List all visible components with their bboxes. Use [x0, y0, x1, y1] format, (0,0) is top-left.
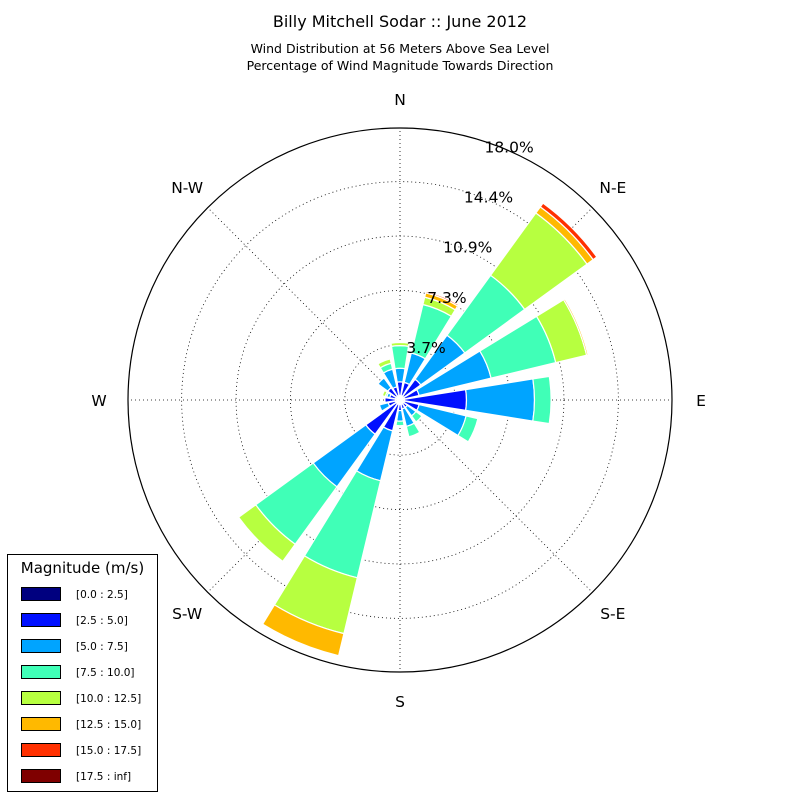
legend-swatch: [21, 613, 61, 627]
outer-circle: [127, 127, 673, 673]
legend-swatch: [21, 769, 61, 783]
windrose-bars: [237, 202, 598, 657]
windrose-bar-135-bin-3: [410, 410, 423, 423]
direction-label: W: [91, 392, 106, 410]
windrose-bar-247.5-bin-2: [378, 402, 391, 412]
windrose-bar-202.5-bin-5: [261, 604, 345, 657]
ring-gridline: [181, 181, 619, 619]
direction-label: S: [395, 693, 405, 711]
windrose-bar-225-bin-4: [237, 503, 297, 563]
windrose-bar-90-bin-3: [532, 375, 552, 425]
windrose-bar-22.5-bin-6: [425, 290, 460, 307]
direction-label: N-W: [171, 179, 203, 197]
windrose-bar-67.5-bin-5: [562, 298, 589, 356]
polar-labels: 3.7% 7.3% 10.9% 14.4% 18.0% N N-E E S-E S S-W W N-W: [91, 91, 706, 711]
direction-label: N-E: [599, 179, 626, 197]
radial-tick-label: 18.0%: [484, 139, 533, 157]
radial-tick-label: 3.7%: [406, 339, 445, 357]
legend-swatch: [21, 587, 61, 601]
legend-label: [17.5 : inf]: [76, 771, 132, 783]
windrose-bar-0-bin-2: [394, 367, 406, 383]
chart-subtitle-line2: Percentage of Wind Magnitude Towards Dir…: [246, 58, 554, 73]
legend-swatch: [21, 639, 61, 653]
legend: Magnitude (m/s) [0.0 : 2.5] [2.5 : 5.0] [5…: [7, 554, 158, 792]
direction-label: S-E: [600, 605, 625, 623]
windrose-bar-315-bin-2: [377, 377, 392, 392]
windrose-bar-337.5-bin-4: [377, 358, 392, 369]
chart-subtitle-line1: Wind Distribution at 56 Meters Above Sea…: [250, 41, 550, 56]
legend-label: [0.0 : 2.5]: [76, 589, 128, 601]
direction-label: E: [696, 392, 706, 410]
windrose-bar-112.5-bin-3: [457, 415, 479, 443]
spoke-gridline: [207, 207, 401, 401]
chart-title: Billy Mitchell Sodar :: June 2012: [272, 12, 528, 31]
legend-swatch: [21, 743, 61, 757]
windrose-bar-157.5-bin-3: [405, 422, 421, 438]
windrose-bar-0-bin-4: [390, 341, 410, 347]
legend-label: [2.5 : 5.0]: [76, 615, 128, 627]
radial-tick-label: 14.4%: [464, 188, 513, 206]
windrose-bar-180-bin-3: [395, 420, 405, 427]
legend-swatch: [21, 691, 61, 705]
legend-label: [10.0 : 12.5]: [76, 693, 142, 705]
spoke-gridline: [399, 399, 593, 593]
legend-label: [15.0 : 17.5]: [76, 745, 142, 757]
windrose-bar-292.5-bin-4: [381, 389, 388, 398]
legend-label: [5.0 : 7.5]: [76, 641, 128, 653]
radial-tick-label: 10.9%: [443, 239, 492, 257]
windrose-bar-90-bin-2: [464, 378, 536, 422]
ring-gridline: [235, 235, 565, 565]
legend-swatch: [21, 717, 61, 731]
windrose-bar-45-bin-6: [539, 202, 598, 261]
legend-label: [12.5 : 15.0]: [76, 719, 142, 731]
windrose-bar-270-bin-1: [384, 396, 397, 404]
radial-tick-label: 7.3%: [427, 289, 466, 307]
legend-title: Magnitude (m/s): [20, 559, 145, 577]
legend-swatch: [21, 665, 61, 679]
legend-label: [7.5 : 10.0]: [76, 667, 135, 679]
direction-label: N: [394, 91, 406, 109]
direction-label: S-W: [172, 605, 202, 623]
